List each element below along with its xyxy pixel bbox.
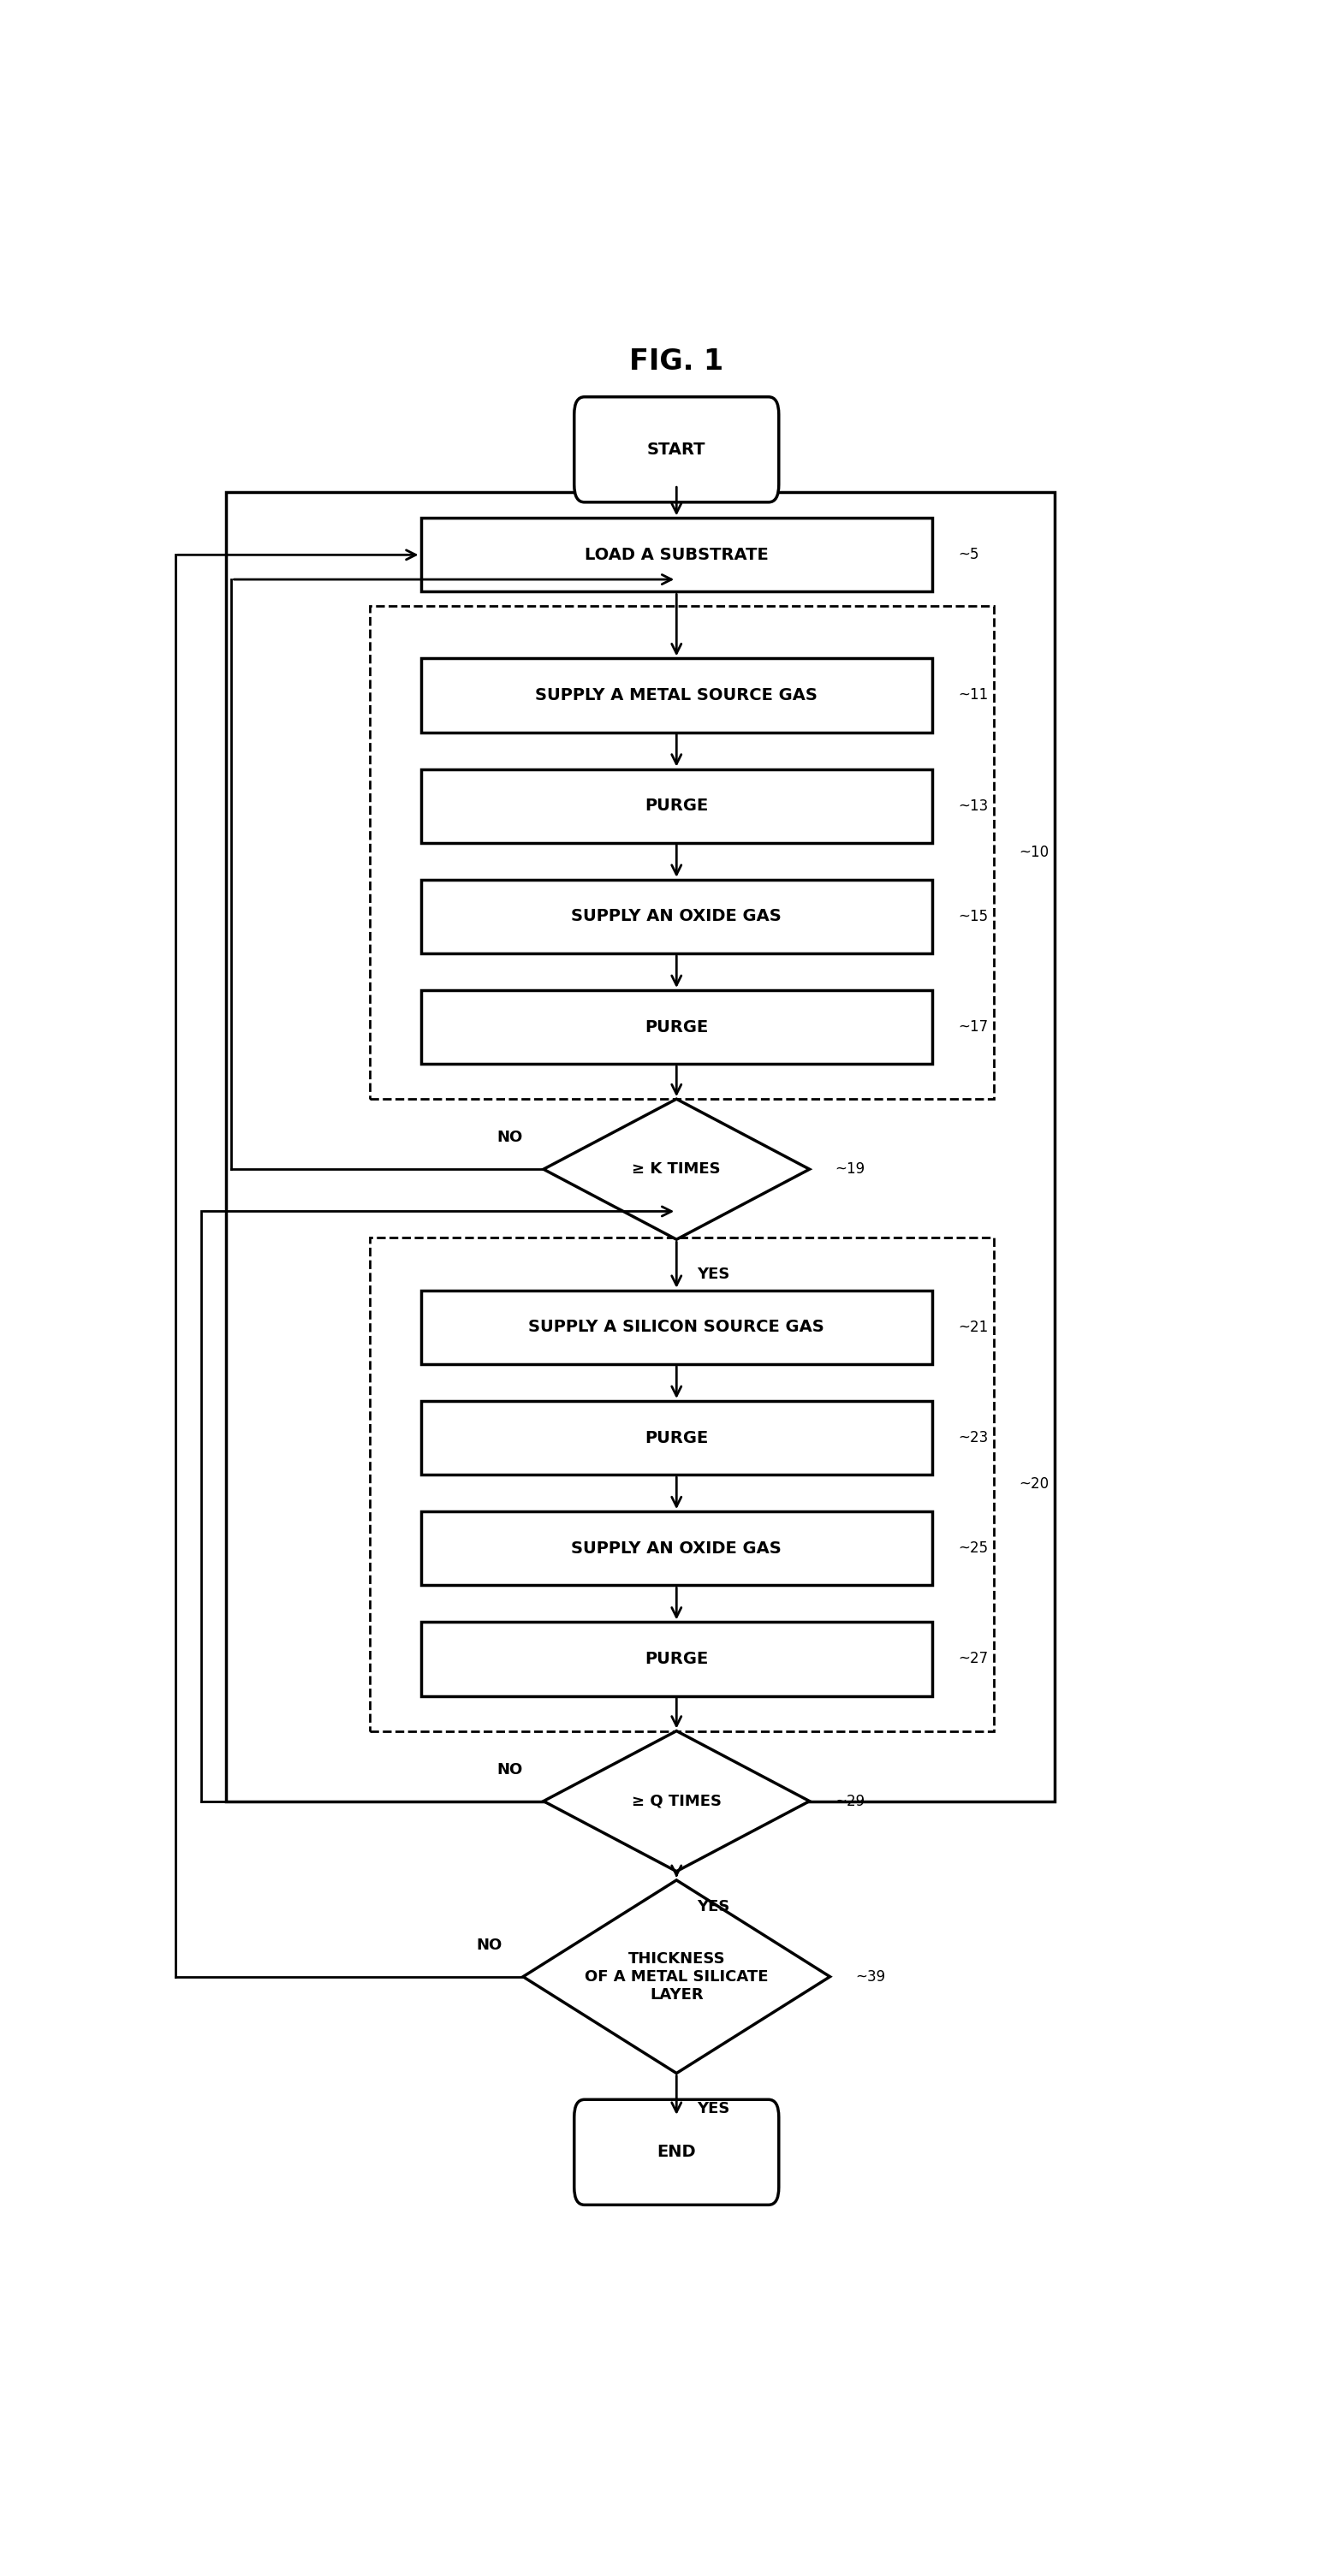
Text: PURGE: PURGE [644,799,709,814]
Text: YES: YES [697,1267,730,1283]
FancyBboxPatch shape [574,397,779,502]
Text: ≥ Q TIMES: ≥ Q TIMES [631,1793,722,1808]
Bar [421,1623,932,1695]
Polygon shape [544,1731,809,1870]
Polygon shape [523,1880,830,2074]
Text: ~5: ~5 [958,546,979,562]
Text: NO: NO [498,1131,523,1146]
Bar [421,518,932,592]
Text: ~11: ~11 [958,688,987,703]
Bar [421,1512,932,1584]
Text: SUPPLY A SILICON SOURCE GAS: SUPPLY A SILICON SOURCE GAS [528,1319,825,1334]
Bar [421,659,932,732]
Text: PURGE: PURGE [644,1651,709,1667]
Text: ~27: ~27 [958,1651,987,1667]
Text: ≥ K TIMES: ≥ K TIMES [632,1162,721,1177]
Text: ~13: ~13 [958,799,987,814]
Text: YES: YES [697,2099,730,2115]
Bar [370,1236,994,1731]
Text: ~15: ~15 [958,909,987,925]
Bar [370,605,994,1100]
Bar [421,1401,932,1473]
Text: FIG. 1: FIG. 1 [630,348,723,376]
FancyBboxPatch shape [574,2099,779,2205]
Bar [421,989,932,1064]
Text: PURGE: PURGE [644,1020,709,1036]
Text: START: START [647,440,706,459]
Text: ~39: ~39 [855,1968,886,1984]
Polygon shape [544,1100,809,1239]
Bar [421,1291,932,1365]
Text: THICKNESS
OF A METAL SILICATE
LAYER: THICKNESS OF A METAL SILICATE LAYER [585,1950,768,2002]
Text: SUPPLY AN OXIDE GAS: SUPPLY AN OXIDE GAS [572,909,781,925]
Text: END: END [657,2143,696,2161]
Bar [421,770,932,842]
Text: ~29: ~29 [836,1793,865,1808]
Text: ~23: ~23 [958,1430,987,1445]
Bar [227,492,1055,1801]
Text: PURGE: PURGE [644,1430,709,1445]
Text: SUPPLY AN OXIDE GAS: SUPPLY AN OXIDE GAS [572,1540,781,1556]
Text: ~17: ~17 [958,1020,987,1036]
Text: YES: YES [697,1899,730,1914]
Text: LOAD A SUBSTRATE: LOAD A SUBSTRATE [585,546,768,564]
Bar [421,878,932,953]
Text: NO: NO [498,1762,523,1777]
Text: ~19: ~19 [836,1162,865,1177]
Text: ~25: ~25 [958,1540,987,1556]
Text: NO: NO [477,1937,503,1953]
Text: SUPPLY A METAL SOURCE GAS: SUPPLY A METAL SOURCE GAS [536,688,817,703]
Text: ~10: ~10 [1019,845,1049,860]
Text: ~20: ~20 [1019,1476,1049,1492]
Text: ~21: ~21 [958,1319,987,1334]
